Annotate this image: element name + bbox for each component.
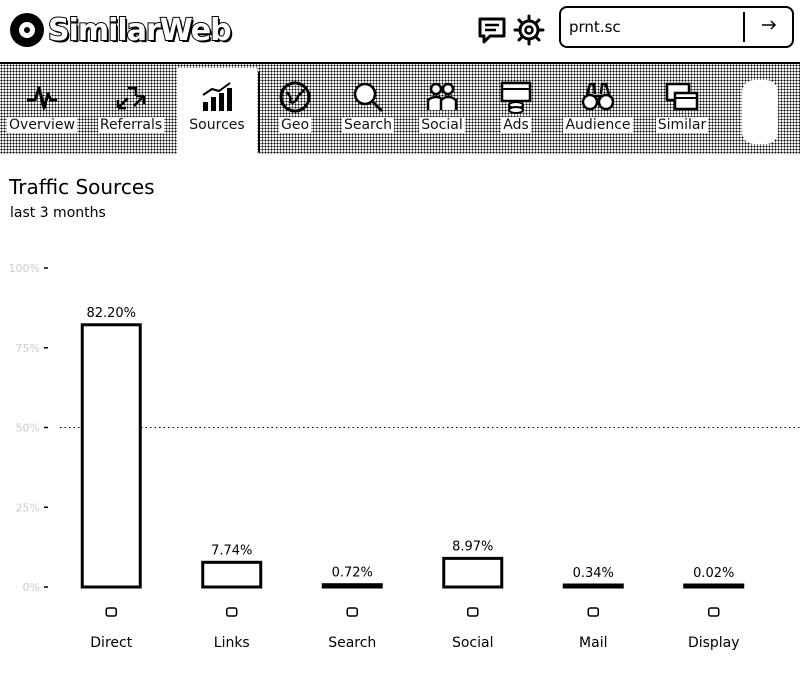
windows-icon: [665, 82, 699, 111]
y-tick-label: 100%: [9, 262, 40, 275]
binoculars-icon: [581, 82, 615, 111]
category-label: Direct: [90, 635, 132, 651]
nav-label-similar: Similar: [655, 117, 709, 133]
bars-icon: [202, 82, 232, 111]
nav-label-social: Social: [419, 117, 465, 133]
nav-item-overview[interactable]: Overview: [2, 74, 82, 149]
bar-display: [683, 583, 745, 589]
bar-value-label: 7.74%: [211, 543, 252, 558]
site-search-input[interactable]: [569, 16, 739, 38]
bar-direct: [80, 323, 142, 589]
category-label: Search: [328, 635, 376, 651]
nav-label-referrals: Referrals: [97, 117, 165, 133]
y-tick-label: 75%: [16, 342, 40, 355]
nav-label-search: Search: [341, 117, 395, 133]
bar-value-label: 82.20%: [86, 306, 136, 321]
gear-icon[interactable]: [512, 13, 546, 47]
bar-mail: [562, 583, 624, 589]
ads-icon: [500, 81, 532, 114]
nav-item-hidden-label: [740, 186, 780, 208]
nav-item-referrals[interactable]: Referrals: [91, 74, 171, 149]
page-title: Traffic Sources: [9, 175, 155, 199]
site-search-box: [559, 6, 794, 48]
brand-name: SimilarWeb: [47, 12, 233, 49]
nav-item-hidden-icon: [742, 80, 778, 144]
links-icon: [226, 607, 238, 617]
bar-value-label: 0.02%: [693, 566, 734, 581]
page-subtitle: last 3 months: [10, 205, 106, 221]
magnifier-icon: [353, 82, 384, 113]
bar-social: [442, 556, 504, 589]
nav-item-social[interactable]: Social: [402, 74, 482, 149]
people-icon: [426, 82, 458, 110]
chat-icon[interactable]: [475, 13, 509, 47]
social-icon: [467, 607, 479, 617]
section-nav: Overview Referrals Sources Geo: [0, 64, 800, 208]
nav-item-similar[interactable]: Similar: [642, 74, 722, 149]
y-tick-label: 25%: [16, 501, 40, 514]
y-tick-label: 0%: [23, 581, 40, 594]
top-header: SimilarWeb: [0, 0, 800, 64]
pulse-icon: [27, 86, 57, 110]
nav-label-sources: Sources: [187, 117, 247, 133]
nav-divider: [258, 72, 260, 152]
bar-value-label: 8.97%: [452, 539, 493, 554]
nav-label-ads: Ads: [501, 117, 531, 133]
mail-icon: [587, 607, 599, 617]
bar-search: [321, 583, 383, 589]
nav-label-audience: Audience: [563, 117, 633, 133]
nav-item-search[interactable]: Search: [328, 74, 408, 149]
nav-item-ads[interactable]: Ads: [476, 74, 556, 149]
category-label: Display: [688, 635, 740, 651]
bar-value-label: 0.72%: [332, 566, 373, 581]
nav-label-overview: Overview: [7, 117, 77, 133]
nav-item-sources[interactable]: Sources: [177, 68, 257, 154]
category-label: Social: [452, 635, 494, 651]
bar-links: [201, 560, 263, 589]
y-tick-label: 50%: [16, 422, 40, 435]
nav-label-geo: Geo: [278, 117, 312, 133]
display-icon: [708, 607, 720, 617]
globe-icon: [279, 81, 311, 113]
category-label: Links: [214, 635, 250, 651]
search-icon: [346, 607, 358, 617]
nav-item-geo[interactable]: Geo: [255, 74, 335, 149]
similarweb-logo[interactable]: SimilarWeb: [10, 10, 233, 50]
traffic-sources-chart: 0% 25% 50% 75% 100% 82.20% Direct 7.74% Links 0.7…: [9, 262, 800, 651]
bar-value-label: 0.34%: [573, 566, 614, 581]
go-icon[interactable]: [756, 16, 784, 38]
search-divider: [743, 12, 745, 42]
arrows-icon: [116, 86, 146, 110]
nav-item-audience[interactable]: Audience: [558, 74, 638, 149]
category-label: Mail: [579, 635, 607, 651]
direct-icon: [105, 607, 117, 617]
logo-mark-icon: [10, 13, 44, 47]
